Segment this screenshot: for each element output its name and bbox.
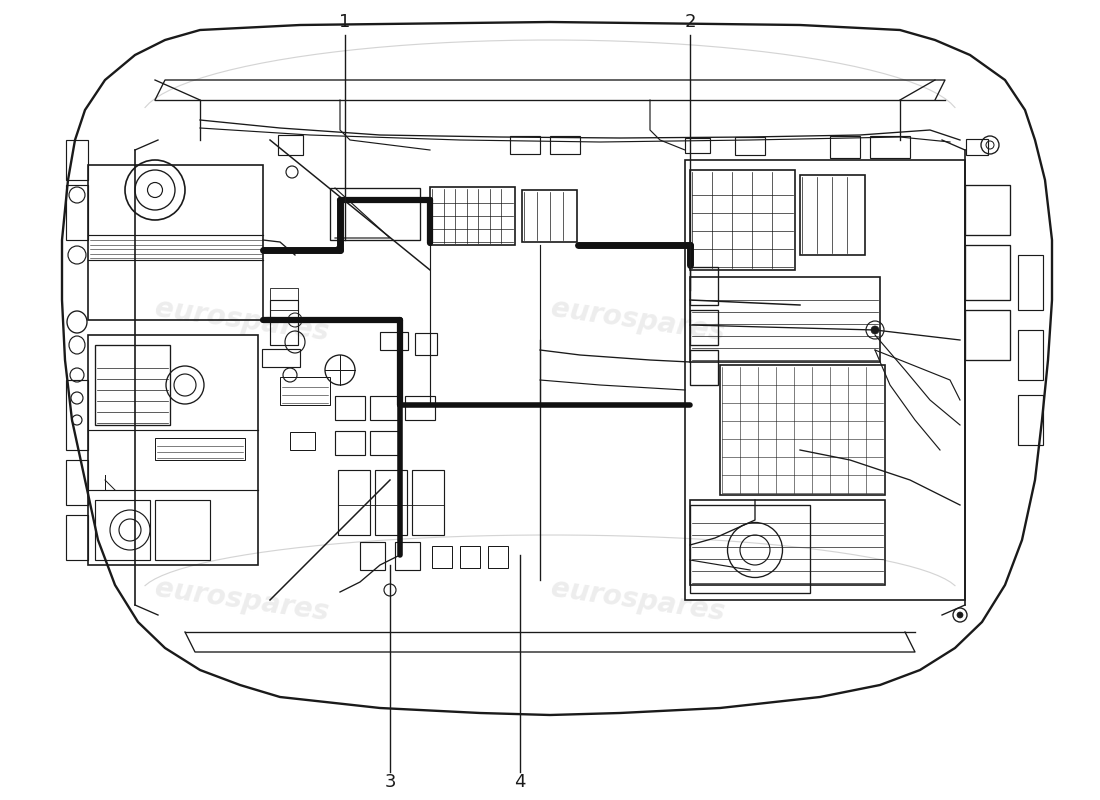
- Bar: [965, 310, 1010, 360]
- Bar: [690, 310, 718, 345]
- Bar: [379, 332, 408, 350]
- Text: 3: 3: [384, 773, 396, 791]
- Bar: [360, 542, 385, 570]
- Bar: [685, 138, 710, 153]
- Bar: [66, 380, 88, 450]
- Bar: [95, 345, 170, 425]
- Bar: [370, 396, 400, 420]
- Bar: [690, 350, 718, 385]
- Text: 4: 4: [515, 773, 526, 791]
- Bar: [965, 245, 1010, 300]
- Text: eurospares: eurospares: [549, 574, 727, 626]
- Bar: [735, 137, 764, 155]
- Bar: [95, 500, 150, 560]
- Bar: [1018, 255, 1043, 310]
- Bar: [1018, 395, 1043, 445]
- Bar: [66, 185, 88, 240]
- Bar: [488, 546, 508, 568]
- Ellipse shape: [871, 326, 879, 334]
- Bar: [965, 185, 1010, 235]
- Bar: [66, 460, 88, 505]
- Ellipse shape: [957, 612, 962, 618]
- Bar: [370, 431, 400, 455]
- Bar: [1018, 330, 1043, 380]
- Text: eurospares: eurospares: [153, 294, 331, 346]
- Bar: [88, 335, 258, 565]
- Bar: [270, 288, 298, 310]
- Bar: [430, 187, 515, 245]
- Text: 1: 1: [339, 13, 351, 31]
- Bar: [280, 377, 330, 405]
- Bar: [690, 277, 880, 362]
- Bar: [336, 396, 365, 420]
- Bar: [395, 542, 420, 570]
- Bar: [550, 136, 580, 154]
- Bar: [330, 188, 420, 240]
- Bar: [830, 136, 860, 158]
- Bar: [88, 165, 263, 320]
- Bar: [278, 135, 303, 155]
- Bar: [720, 365, 886, 495]
- Bar: [262, 349, 300, 367]
- Bar: [510, 136, 540, 154]
- Bar: [522, 190, 578, 242]
- Bar: [690, 267, 718, 305]
- Bar: [800, 175, 865, 255]
- Bar: [690, 170, 795, 270]
- Bar: [375, 470, 407, 535]
- Text: eurospares: eurospares: [153, 574, 331, 626]
- Bar: [290, 432, 315, 450]
- Bar: [66, 140, 88, 180]
- Bar: [270, 300, 298, 345]
- Bar: [338, 470, 370, 535]
- Bar: [432, 546, 452, 568]
- Bar: [66, 515, 88, 560]
- Bar: [405, 396, 435, 420]
- Bar: [415, 333, 437, 355]
- Bar: [460, 546, 480, 568]
- Bar: [155, 500, 210, 560]
- Bar: [685, 160, 965, 600]
- Bar: [870, 136, 910, 158]
- Text: 2: 2: [684, 13, 695, 31]
- Bar: [690, 505, 810, 593]
- Bar: [966, 139, 988, 155]
- Bar: [412, 470, 444, 535]
- Bar: [336, 431, 365, 455]
- Bar: [690, 500, 886, 585]
- Bar: [155, 438, 245, 460]
- Text: eurospares: eurospares: [549, 294, 727, 346]
